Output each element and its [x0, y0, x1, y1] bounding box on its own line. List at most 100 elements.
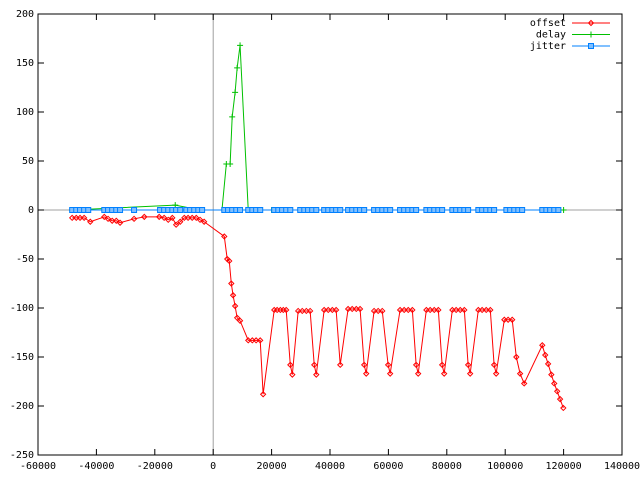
offset-point — [541, 351, 549, 359]
x-tick-label: 40000 — [315, 461, 345, 472]
offset-point — [539, 342, 546, 349]
y-tick-label: -250 — [10, 450, 34, 461]
delay-point — [227, 160, 234, 167]
x-tick-label: 100000 — [487, 461, 523, 472]
offset-point — [113, 217, 120, 224]
offset-point — [184, 214, 192, 222]
offset-point — [516, 370, 524, 377]
offset-point — [396, 306, 404, 314]
offset-point — [289, 371, 296, 378]
offset-point — [259, 391, 267, 398]
jitter-point — [555, 207, 562, 213]
legend-marker — [588, 43, 594, 49]
offset-point — [548, 371, 555, 378]
offset-point — [231, 302, 239, 310]
jitter-point — [337, 207, 344, 213]
plot-border — [37, 13, 623, 456]
jitter-point — [519, 207, 526, 213]
offset-point — [104, 215, 112, 223]
offset-point — [228, 280, 235, 287]
legend-label: offset — [530, 18, 566, 29]
offset-point — [509, 316, 516, 323]
offset-point — [188, 214, 196, 222]
jitter-point — [131, 207, 138, 213]
delay-point — [560, 207, 567, 213]
offset-point — [379, 307, 386, 315]
offset-point — [141, 213, 148, 221]
delay-point — [229, 113, 236, 120]
x-tick-label: 20000 — [257, 461, 287, 472]
offset-point — [306, 307, 314, 315]
y-tick-label: 150 — [16, 58, 34, 69]
x-tick-label: -20000 — [137, 461, 173, 472]
y-tick-label: 100 — [16, 107, 34, 118]
offset-point — [556, 395, 564, 403]
offset-point — [332, 306, 340, 314]
offset-point — [130, 215, 138, 223]
y-tick-label: 0 — [28, 205, 34, 216]
offset-point — [553, 388, 561, 395]
offset-point — [431, 306, 438, 314]
offset-point — [169, 214, 176, 222]
offset-point — [257, 337, 264, 344]
offset-point — [294, 307, 302, 315]
offset-point — [461, 306, 468, 314]
x-tick-label: -40000 — [78, 461, 114, 472]
jitter-point — [257, 207, 264, 213]
y-tick-label: 200 — [16, 9, 34, 20]
jitter-point — [287, 207, 294, 213]
offset-point — [414, 370, 422, 377]
offset-point — [384, 361, 392, 369]
offset-point — [440, 370, 448, 377]
offset-point — [520, 380, 528, 387]
y-tick-label: -50 — [16, 254, 34, 265]
jitter-point — [199, 207, 206, 213]
offset-point — [193, 214, 200, 222]
y-tick-label: -100 — [10, 303, 34, 314]
offset-point — [386, 370, 394, 377]
offset-point — [252, 337, 260, 344]
offset-point — [165, 216, 172, 224]
offset-point — [226, 257, 233, 265]
jitter-point — [361, 207, 368, 213]
y-tick-label: -150 — [10, 352, 34, 363]
offset-point — [116, 219, 124, 226]
offset-point — [221, 233, 228, 240]
delay-line — [72, 45, 564, 211]
offset-point — [374, 307, 382, 315]
offset-point — [299, 307, 306, 315]
offset-point — [160, 214, 168, 222]
offset-point — [513, 353, 520, 361]
y-tick-label: 50 — [22, 156, 34, 167]
offset-point — [405, 306, 412, 314]
offset-point — [108, 217, 116, 224]
offset-point — [87, 218, 94, 225]
x-tick-label: 120000 — [546, 461, 582, 472]
offset-point — [452, 306, 460, 314]
offset-point — [320, 306, 328, 314]
offset-point — [196, 216, 204, 224]
offset-point — [412, 361, 420, 369]
offset-point — [245, 337, 252, 344]
delay-point — [232, 89, 239, 96]
jitter-point — [413, 207, 420, 213]
offset-point — [492, 370, 500, 377]
offset-point — [435, 306, 442, 314]
legend-marker — [587, 19, 595, 27]
offset-point — [356, 305, 364, 313]
offset-point — [233, 314, 241, 322]
offset-point — [504, 316, 512, 323]
x-tick-label: 140000 — [604, 461, 640, 472]
jitter-point — [439, 207, 446, 213]
x-tick-label: 60000 — [373, 461, 403, 472]
legend-marker — [588, 31, 594, 38]
offset-point — [313, 371, 320, 378]
jitter-point — [387, 207, 394, 213]
offset-point — [176, 218, 184, 225]
x-tick-label: 80000 — [432, 461, 462, 472]
offset-point — [282, 306, 290, 314]
jitter-point — [313, 207, 320, 213]
legend-label: jitter — [530, 41, 566, 52]
x-tick-label: 0 — [210, 461, 216, 472]
